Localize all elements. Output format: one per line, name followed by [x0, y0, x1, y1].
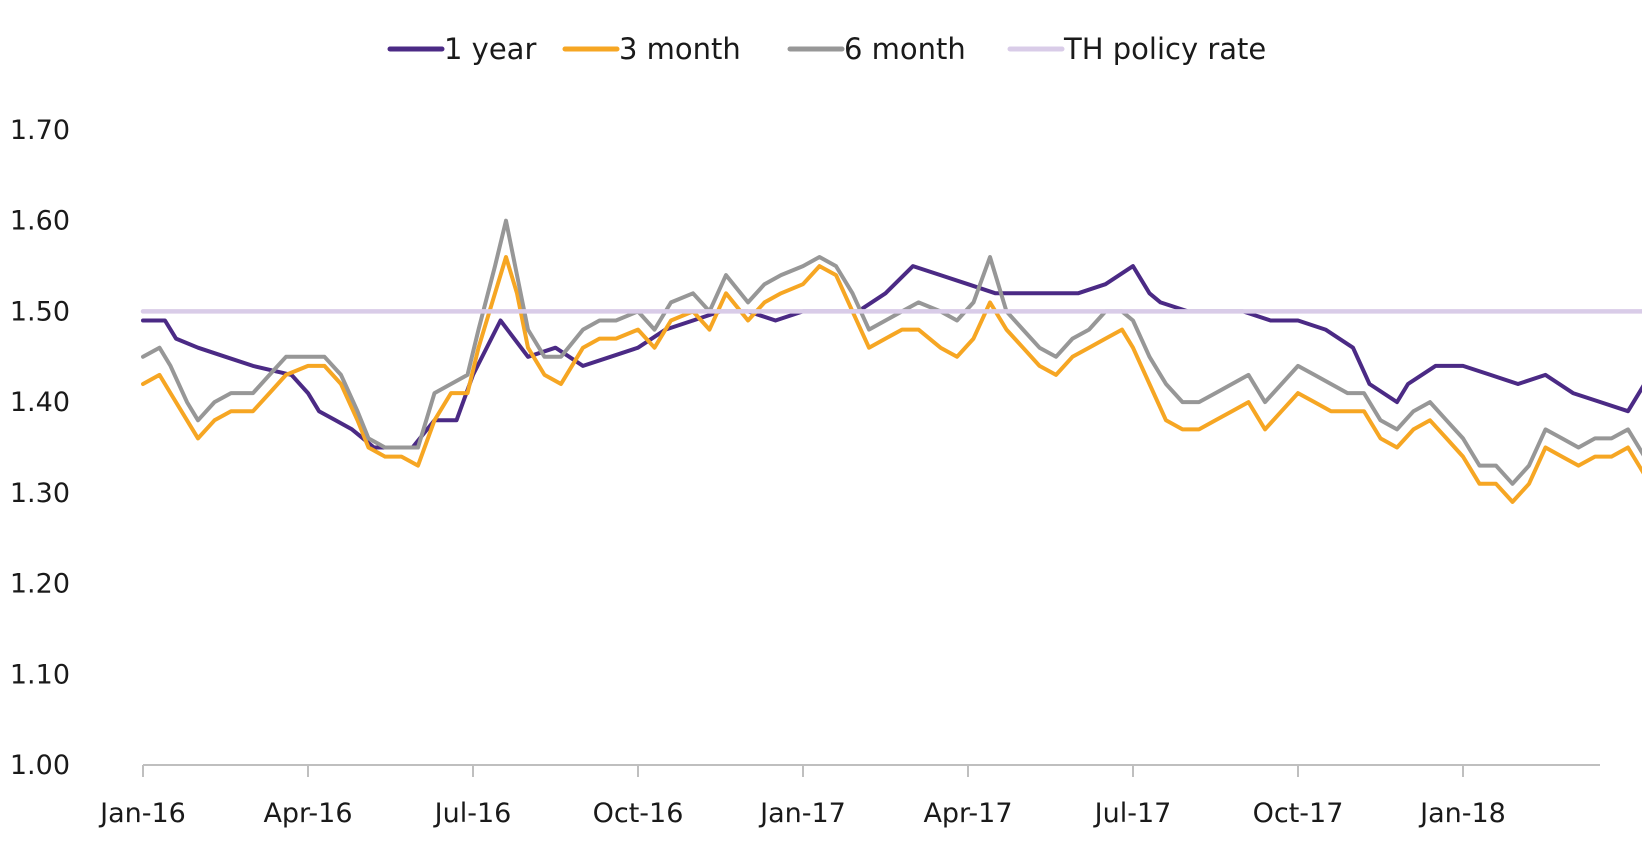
y-tick-label: 1.10 [10, 659, 70, 690]
plot-area [140, 218, 1642, 504]
x-tick-label: Jul-16 [433, 798, 512, 829]
y-tick-label: 1.50 [10, 296, 70, 327]
y-tick-label: 1.40 [10, 387, 70, 418]
x-tick-label: Jan-16 [98, 798, 186, 829]
legend-label: 6 month [844, 32, 966, 66]
legend: 1 year 3 month 6 month TH policy rate [387, 32, 1266, 66]
x-axis: Jan-16 Apr-16 Jul-16 Oct-16 Jan-17 Apr-17 Jul-… [98, 764, 1600, 829]
x-tick-label: Apr-16 [263, 798, 352, 829]
legend-label: TH policy rate [1063, 32, 1266, 66]
y-axis: 1.00 1.10 1.20 1.30 1.40 1.50 1.60 1.70 [10, 115, 70, 781]
legend-label: 1 year [444, 32, 536, 66]
y-tick-label: 1.30 [10, 478, 70, 509]
x-tick-label: Oct-16 [593, 798, 684, 829]
y-tick-label: 1.70 [10, 115, 70, 146]
y-tick-label: 1.60 [10, 206, 70, 237]
x-tick-label: Jan-18 [1418, 798, 1506, 829]
x-tick-label: Oct-17 [1253, 798, 1344, 829]
x-tick-label: Jul-17 [1093, 798, 1172, 829]
x-tick-label: Apr-17 [923, 798, 1012, 829]
x-tick-label: Jan-17 [758, 798, 846, 829]
y-tick-label: 1.20 [10, 569, 70, 600]
legend-label: 3 month [619, 32, 741, 66]
series-line-3-month [141, 255, 1642, 504]
y-tick-label: 1.00 [10, 750, 70, 781]
series-line-6-month [141, 218, 1642, 486]
